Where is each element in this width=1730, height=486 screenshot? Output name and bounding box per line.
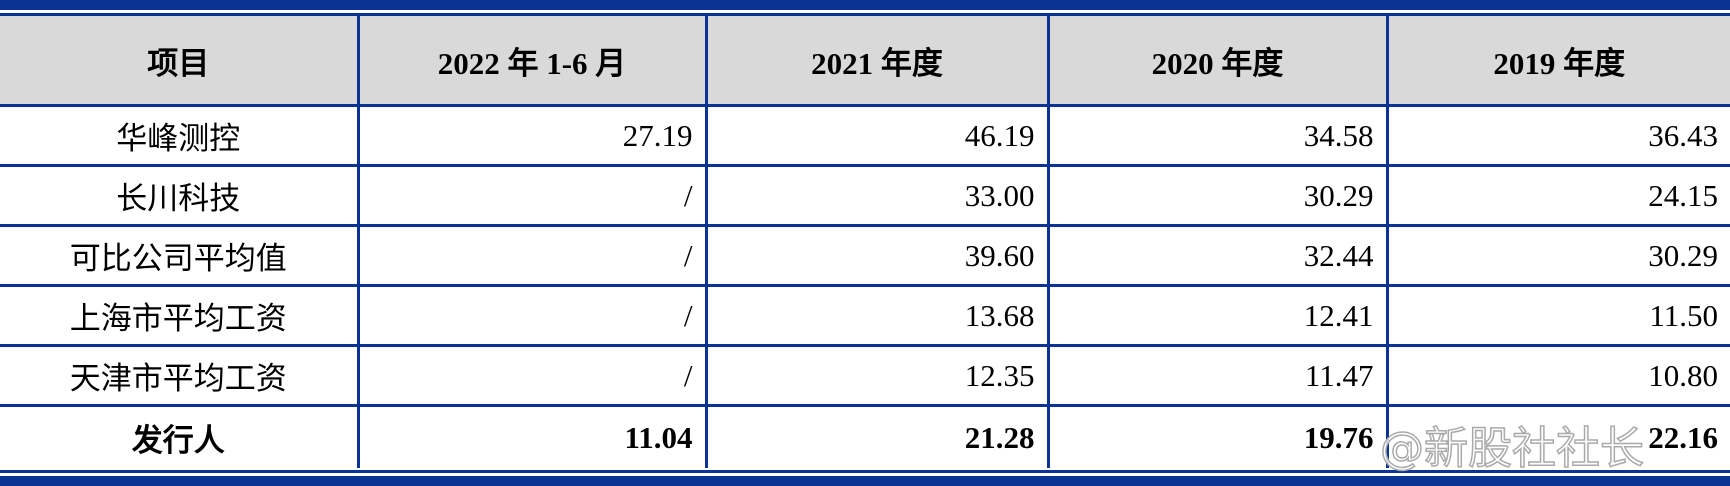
header-2022h1: 2022 年 1-6 月 <box>356 16 706 107</box>
cell-value: 19.76 <box>1046 405 1387 468</box>
table-row: 长川科技/33.00 30.29 24.15 <box>0 165 1730 227</box>
cell-value: / <box>356 285 706 347</box>
watermark-text: @新股社社长 <box>1379 422 1645 475</box>
cell-value: / <box>356 345 706 407</box>
cell-value: 11.50 <box>1385 285 1730 347</box>
cell-value: 33.00 <box>704 165 1048 227</box>
cell-value: 39.60 <box>704 225 1048 287</box>
cell-value: 12.35 <box>704 345 1048 407</box>
cell-value: 27.19 <box>356 105 706 167</box>
header-item: 项目 <box>0 16 358 107</box>
cell-value: 36.43 <box>1385 105 1730 167</box>
header-2021: 2021 年度 <box>704 16 1048 107</box>
bottom-rule-thin <box>0 470 1730 473</box>
watermark: @新股社社长 <box>1379 412 1645 476</box>
row-label: 发行人 <box>131 423 225 458</box>
row-label: 长川科技 <box>0 165 358 227</box>
cell-value: 24.15 <box>1385 165 1730 227</box>
row-label: 上海市平均工资 <box>0 285 358 347</box>
cell-value: 10.80 <box>1385 345 1730 407</box>
cell-value: 11.04 <box>356 405 706 468</box>
cell-value: / <box>356 225 706 287</box>
row-label: 可比公司平均值 <box>0 225 358 287</box>
table-row: 发行人 11.04 21.28 19.76 22.16 <box>0 405 1730 468</box>
row-label: 天津市平均工资 <box>0 345 358 407</box>
header-2019: 2019 年度 <box>1385 16 1730 107</box>
top-rule-thick <box>0 0 1730 10</box>
table-row: 可比公司平均值/39.60 32.44 30.29 <box>0 225 1730 287</box>
table-row: 天津市平均工资/12.35 11.47 10.80 <box>0 345 1730 407</box>
header-row: 项目 2022 年 1-6 月 2021 年度 2020 年度 2019 年度 <box>0 16 1730 107</box>
cell-value: 13.68 <box>704 285 1048 347</box>
table-row: 华峰测控 27.19 46.19 34.58 36.43 <box>0 105 1730 167</box>
top-rule-thin <box>0 13 1730 16</box>
salary-comparison-table: 项目 2022 年 1-6 月 2021 年度 2020 年度 2019 年度 … <box>0 16 1730 468</box>
header-2020: 2020 年度 <box>1046 16 1387 107</box>
cell-value: 46.19 <box>704 105 1048 167</box>
cell-value: 22.16 <box>1385 405 1730 468</box>
cell-value: 30.29 <box>1385 225 1730 287</box>
cell-value: 12.41 <box>1046 285 1387 347</box>
row-label: 华峰测控 <box>0 105 358 167</box>
cell-value: / <box>356 165 706 227</box>
cell-value: 30.29 <box>1046 165 1387 227</box>
cell-value: 32.44 <box>1046 225 1387 287</box>
table-row: 上海市平均工资/13.68 12.41 11.50 <box>0 285 1730 347</box>
bottom-rule-thick <box>0 476 1730 486</box>
cell-value: 21.28 <box>704 405 1048 468</box>
cell-value: 11.47 <box>1046 345 1387 407</box>
cell-value: 34.58 <box>1046 105 1387 167</box>
